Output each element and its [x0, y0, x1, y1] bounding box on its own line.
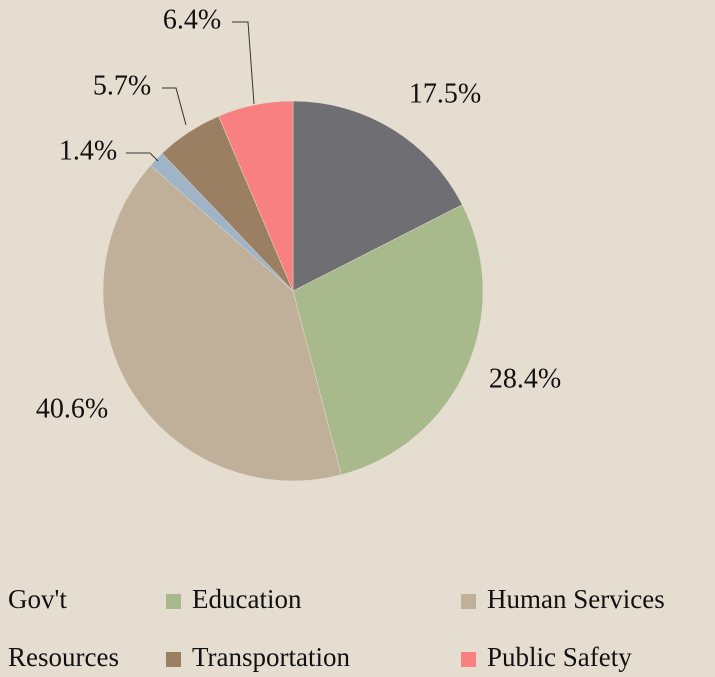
pie-slice	[218, 100, 294, 292]
data-label: 1.4%	[59, 135, 117, 166]
legend-swatch	[461, 594, 476, 609]
data-label: 5.7%	[93, 70, 151, 101]
data-label: 6.4%	[163, 4, 221, 35]
legend-label: Human Services	[487, 584, 665, 614]
pie-slice	[102, 164, 342, 482]
data-label: 40.6%	[36, 393, 108, 424]
data-label: 28.4%	[489, 363, 561, 394]
legend-swatch	[166, 594, 181, 609]
legend-swatch	[461, 652, 476, 667]
legend-label: Transportation	[192, 642, 351, 672]
leader-line	[126, 152, 159, 162]
legend-label: Education	[192, 584, 302, 614]
legend-swatch	[166, 652, 181, 667]
legend-label: Gov't	[8, 584, 67, 614]
pie-slice	[292, 204, 484, 476]
pie-slice	[292, 100, 463, 292]
legend-label: Public Safety	[487, 642, 632, 672]
leader-line	[162, 87, 187, 126]
legend-label: Resources	[8, 642, 119, 672]
data-label: 17.5%	[409, 78, 481, 109]
leader-line	[232, 21, 255, 105]
